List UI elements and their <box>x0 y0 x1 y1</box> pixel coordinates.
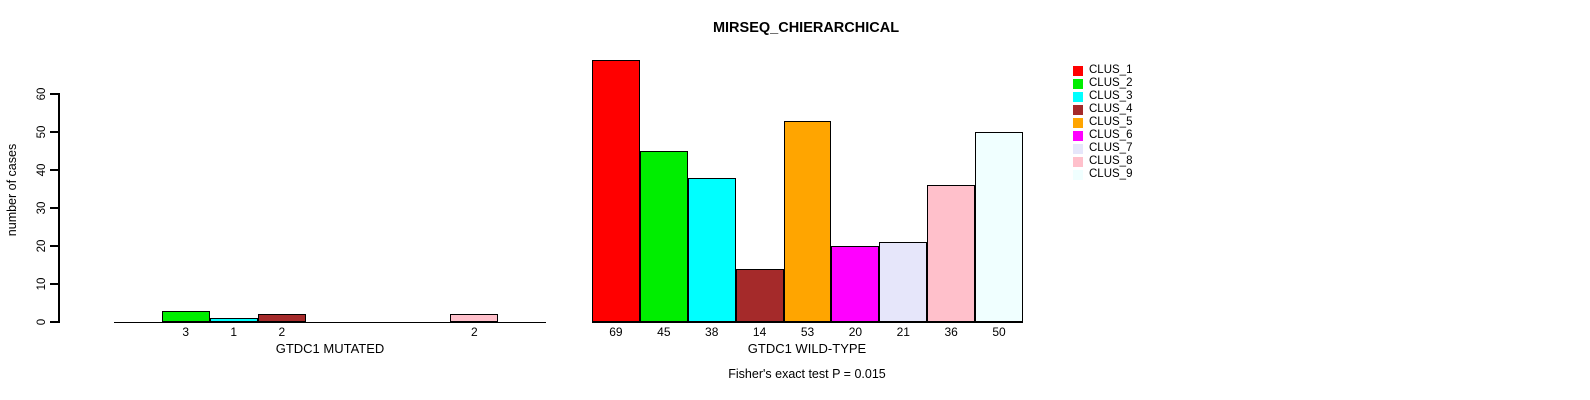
legend-label-CLUS_2: CLUS_2 <box>1089 77 1133 89</box>
bar-value-label-wild-type: 14 <box>752 325 767 339</box>
bar-value-label-wild-type: 36 <box>944 325 958 339</box>
bar-value-label-wild-type: 38 <box>705 325 719 339</box>
legend-swatch-CLUS_6 <box>1073 130 1083 141</box>
bar-CLUS_4-wild-type <box>735 268 784 322</box>
bar-value-label-mutated: 2 <box>278 325 286 339</box>
x-baseline-mutated <box>113 321 547 324</box>
legend-label-CLUS_7: CLUS_7 <box>1089 142 1133 154</box>
x-axis-label-mutated: GTDC1 MUTATED <box>275 341 385 356</box>
y-tick-label: 40 <box>36 163 48 177</box>
y-tick-mark <box>50 245 58 247</box>
bar-CLUS_2-wild-type <box>639 151 688 322</box>
legend-swatch-CLUS_8 <box>1073 156 1083 167</box>
legend-swatch-CLUS_1 <box>1073 65 1083 76</box>
bar-CLUS_5-wild-type <box>783 120 832 322</box>
legend-label-CLUS_3: CLUS_3 <box>1089 90 1133 102</box>
fisher-test-caption: Fisher's exact test P = 0.015 <box>728 367 886 381</box>
y-tick-mark <box>50 207 58 209</box>
y-tick-label: 30 <box>36 201 48 215</box>
y-tick-mark <box>50 131 58 133</box>
bar-value-label-mutated: 2 <box>470 325 478 339</box>
legend-swatch-CLUS_3 <box>1073 91 1083 102</box>
y-tick-mark <box>50 169 58 171</box>
y-axis-line <box>58 93 60 323</box>
y-tick-mark <box>50 93 58 95</box>
bar-CLUS_3-mutated <box>209 318 258 322</box>
legend-swatch-CLUS_7 <box>1073 143 1083 154</box>
legend-label-CLUS_5: CLUS_5 <box>1089 116 1133 128</box>
bar-CLUS_8-mutated <box>450 314 499 322</box>
bar-value-label-wild-type: 20 <box>848 325 863 339</box>
legend-swatch-CLUS_2 <box>1073 78 1083 89</box>
y-tick-mark <box>50 283 58 285</box>
chart-title: MIRSEQ_CHIERARCHICAL <box>712 20 900 36</box>
x-baseline-wild-type <box>592 321 1023 324</box>
y-tick-label: 0 <box>36 318 48 326</box>
bar-value-label-wild-type: 45 <box>657 325 671 339</box>
y-tick-label: 50 <box>36 125 48 139</box>
legend-label-CLUS_4: CLUS_4 <box>1089 103 1133 115</box>
y-tick-mark <box>50 321 58 323</box>
legend-label-CLUS_8: CLUS_8 <box>1089 155 1133 167</box>
legend-label-CLUS_1: CLUS_1 <box>1089 64 1133 76</box>
legend-label-CLUS_9: CLUS_9 <box>1089 168 1133 180</box>
bar-value-label-wild-type: 50 <box>992 325 1006 339</box>
bar-CLUS_6-wild-type <box>831 246 880 322</box>
bar-CLUS_1-wild-type <box>592 59 640 322</box>
legend-label-CLUS_6: CLUS_6 <box>1089 129 1133 141</box>
y-tick-label: 60 <box>36 87 48 101</box>
bar-value-label-mutated: 3 <box>182 325 189 339</box>
bar-CLUS_4-mutated <box>257 314 306 322</box>
legend-swatch-CLUS_9 <box>1073 169 1083 180</box>
y-tick-label: 20 <box>36 239 48 253</box>
y-tick-label: 10 <box>36 277 48 291</box>
bar-CLUS_2-mutated <box>161 310 210 322</box>
bar-CLUS_7-wild-type <box>879 242 928 322</box>
bar-value-label-wild-type: 69 <box>609 325 623 339</box>
x-axis-label-wild-type: GTDC1 WILD-TYPE <box>747 341 867 356</box>
bar-CLUS_9-wild-type <box>975 132 1023 322</box>
y-axis-label: number of cases <box>5 143 19 237</box>
legend-swatch-CLUS_5 <box>1073 117 1083 128</box>
bar-CLUS_8-wild-type <box>927 185 976 322</box>
bar-value-label-mutated: 1 <box>230 325 238 339</box>
legend-swatch-CLUS_4 <box>1073 104 1083 115</box>
bar-CLUS_3-wild-type <box>687 177 736 322</box>
bar-value-label-wild-type: 21 <box>896 325 910 339</box>
bar-value-label-wild-type: 53 <box>800 325 815 339</box>
